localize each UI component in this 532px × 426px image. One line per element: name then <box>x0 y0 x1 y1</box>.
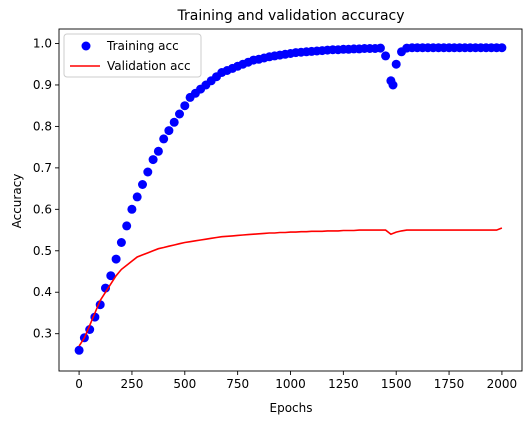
x-tick-label: 0 <box>75 377 83 391</box>
series-point-0 <box>180 101 190 111</box>
y-tick-label: 0.9 <box>33 78 52 92</box>
series-point-0 <box>381 51 391 61</box>
legend-label-validation: Validation acc <box>107 59 191 73</box>
series-point-0 <box>74 345 84 355</box>
y-axis-title: Accuracy <box>10 174 24 229</box>
series-point-0 <box>111 254 121 264</box>
legend: Training acc Validation acc <box>63 33 202 78</box>
series-point-0 <box>148 155 158 165</box>
series-point-0 <box>497 43 507 53</box>
series-point-0 <box>138 180 147 189</box>
x-tick-label: 1500 <box>381 377 412 391</box>
series-layer <box>74 43 507 355</box>
legend-label-training: Training acc <box>106 39 179 53</box>
series-point-0 <box>391 59 401 69</box>
ticks-layer: 0 250 500 750 1000 1250 1500 1750 2000 0.3 0.4 0.5 0… <box>33 37 517 391</box>
y-tick-label: 0.7 <box>33 161 52 175</box>
plot-frame <box>58 28 523 372</box>
x-tick-label: 2000 <box>487 377 518 391</box>
y-tick-label: 0.5 <box>33 244 52 258</box>
series-point-0 <box>169 117 179 127</box>
series-line-1 <box>78 227 503 347</box>
series-point-0 <box>159 134 169 144</box>
x-tick-label: 1000 <box>275 377 306 391</box>
x-tick-label: 500 <box>173 377 196 391</box>
chart-title: Training and validation accuracy <box>176 8 404 24</box>
series-point-0 <box>143 167 153 177</box>
y-tick-label: 0.6 <box>33 202 52 216</box>
series-point-0 <box>122 221 132 231</box>
series-point-0 <box>175 109 184 119</box>
y-tick-label: 0.3 <box>33 327 52 341</box>
y-tick-label: 1.0 <box>33 37 52 51</box>
series-point-0 <box>388 80 398 90</box>
x-tick-label: 750 <box>226 377 249 391</box>
legend-marker-training <box>81 41 91 51</box>
x-tick-label: 1750 <box>434 377 465 391</box>
series-point-0 <box>375 43 385 53</box>
series-point-0 <box>164 126 174 136</box>
x-tick-label: 1250 <box>328 377 359 391</box>
series-point-0 <box>106 271 116 281</box>
x-tick-label: 250 <box>120 377 143 391</box>
series-point-0 <box>127 204 137 214</box>
series-point-0 <box>132 192 142 202</box>
series-point-0 <box>101 283 110 293</box>
y-tick-label: 0.4 <box>33 285 52 299</box>
series-point-0 <box>116 238 126 247</box>
y-tick-label: 0.8 <box>33 119 52 133</box>
series-point-0 <box>153 146 163 156</box>
x-axis-title: Epochs <box>270 401 313 415</box>
